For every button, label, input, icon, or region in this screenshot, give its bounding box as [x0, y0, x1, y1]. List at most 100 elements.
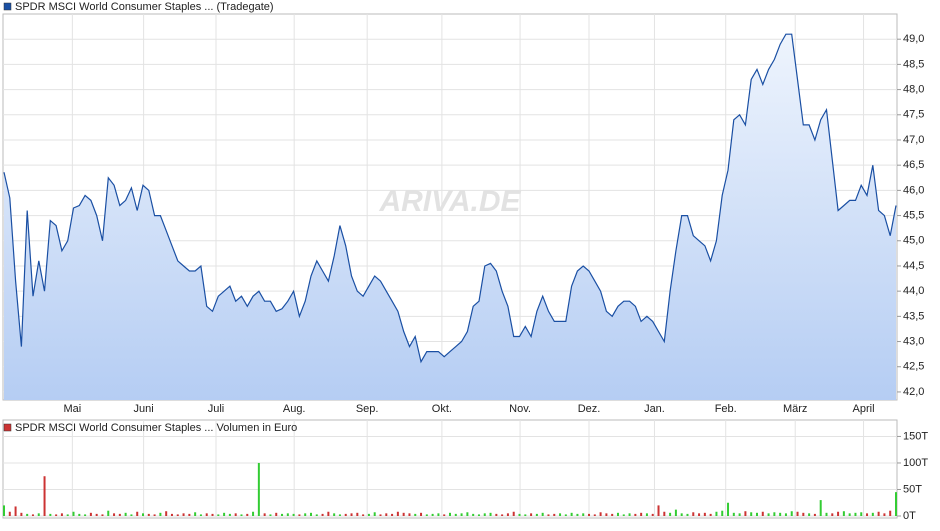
volume-bar: [860, 512, 863, 516]
volume-bar: [95, 513, 98, 516]
volume-bar: [535, 513, 538, 516]
y-tick-label: 0T: [903, 510, 916, 522]
volume-bar: [159, 512, 162, 516]
y-tick-label: 46,0: [903, 184, 924, 196]
volume-bar: [889, 510, 892, 516]
volume-bar: [692, 512, 695, 516]
legend-marker: [3, 2, 12, 11]
volume-bar: [194, 512, 197, 516]
volume-bar: [60, 513, 63, 516]
volume-bar: [506, 513, 509, 516]
x-tick-label: Juni: [133, 403, 153, 415]
price-line: [3, 33, 897, 364]
volume-bar: [176, 514, 179, 516]
volume-bar: [425, 514, 428, 516]
volume-bar: [732, 512, 735, 516]
y-tick-label: 44,5: [903, 260, 924, 272]
y-tick-label: 48,0: [903, 83, 924, 95]
volume-bar: [483, 513, 486, 516]
volume-bar: [686, 513, 689, 516]
volume-bar: [605, 513, 608, 516]
volume-bar: [263, 513, 266, 516]
volume-bar: [391, 513, 394, 516]
volume-bar: [107, 510, 110, 516]
volume-bar: [304, 513, 307, 516]
volume-bar: [147, 513, 150, 516]
plot-area: [2, 419, 898, 519]
volume-bar: [373, 512, 376, 516]
x-tick-label: Jan.: [644, 403, 665, 415]
y-tick-label: 150T: [903, 430, 928, 442]
y-tick-label: 43,5: [903, 310, 924, 322]
volume-bar: [362, 514, 365, 516]
volume-bar: [449, 512, 451, 516]
volume-bar: [431, 513, 434, 516]
volume-bar: [767, 513, 770, 516]
volume-bar: [883, 513, 886, 516]
volume-bar: [8, 511, 11, 516]
volume-bar: [727, 502, 730, 516]
volume-bar: [819, 500, 822, 516]
volume-bar: [750, 512, 753, 516]
volume-bar: [188, 513, 191, 516]
volume-bar: [721, 510, 724, 516]
x-tick-label: Nov.: [509, 403, 531, 415]
volume-bar: [501, 514, 504, 516]
legend-label: SPDR MSCI World Consumer Staples ... Vol…: [15, 422, 297, 434]
volume-bar: [385, 513, 388, 516]
x-tick-label: Aug.: [283, 403, 306, 415]
volume-bar: [773, 512, 776, 516]
volume-bar: [634, 513, 637, 516]
volume-bar: [43, 476, 46, 516]
volume-bar: [420, 512, 423, 516]
volume-bar: [396, 511, 399, 516]
volume-bar: [292, 513, 295, 516]
y-tick-label: 45,0: [903, 235, 924, 247]
volume-bar: [118, 513, 121, 516]
volume-bar: [130, 514, 133, 516]
volume-bar: [848, 513, 851, 516]
volume-bar: [89, 512, 92, 516]
volume-bar: [66, 514, 69, 516]
volume-bar: [796, 511, 799, 516]
volume-bar: [837, 511, 840, 516]
volume-bar: [309, 512, 312, 516]
volume-bar: [246, 513, 249, 516]
volume-bar: [338, 514, 341, 516]
volume-bar: [524, 514, 527, 516]
volume-bar: [877, 511, 880, 516]
volume-bar: [182, 513, 185, 516]
y-tick-label: 46,5: [903, 159, 924, 171]
volume-bar: [350, 513, 353, 516]
x-tick-label: Mai: [63, 403, 81, 415]
volume-bar: [871, 512, 874, 516]
volume-bar: [779, 512, 782, 516]
volume-bar: [321, 513, 324, 516]
volume-bar: [790, 511, 793, 516]
y-tick-label: 47,0: [903, 134, 924, 146]
volume-bar: [466, 512, 469, 516]
volume-bar: [327, 511, 330, 516]
volume-bar: [3, 505, 5, 516]
volume-bar: [101, 514, 104, 516]
volume-bar: [31, 514, 34, 516]
volume-bar: [240, 514, 243, 516]
y-tick-label: 44,0: [903, 285, 924, 297]
volume-bar: [49, 513, 52, 516]
volume-bar: [269, 514, 272, 516]
x-tick-label: Juli: [208, 403, 225, 415]
volume-bar: [784, 513, 787, 516]
volume-bar: [512, 511, 515, 516]
volume-bar: [761, 511, 764, 516]
volume-bar: [136, 511, 139, 516]
volume-bar: [802, 512, 805, 516]
volume-bar: [460, 513, 463, 516]
volume-bar: [402, 512, 405, 516]
volume-bar: [344, 513, 347, 516]
volume-bar: [217, 514, 220, 516]
volume-bar: [211, 513, 214, 516]
x-tick-label: Sep.: [356, 403, 379, 415]
volume-bar: [275, 512, 278, 516]
